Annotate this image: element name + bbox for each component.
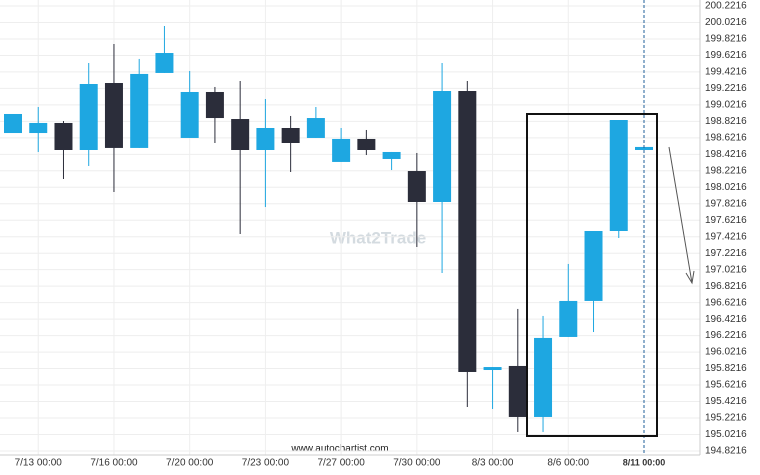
y-tick-label: 197.0216 — [705, 264, 747, 275]
y-tick-label: 197.4216 — [705, 231, 747, 242]
y-tick-label: 199.2216 — [705, 83, 747, 94]
y-tick-label: 200.0216 — [705, 17, 747, 28]
candle-body — [155, 53, 174, 73]
candle-body — [609, 120, 628, 231]
y-tick-label: 198.2216 — [705, 165, 747, 176]
candle-body — [231, 119, 250, 150]
candle-body — [332, 138, 351, 162]
candle-body — [54, 122, 73, 150]
candle-body — [407, 171, 426, 202]
candle-body — [508, 365, 527, 417]
y-tick-label: 196.8216 — [705, 281, 747, 292]
candle-body — [433, 91, 452, 202]
x-tick-label: 8/11 00:00 — [623, 457, 666, 467]
candle-body — [559, 300, 578, 337]
y-tick-label: 195.6216 — [705, 380, 747, 391]
x-tick-label: 7/13 00:00 — [15, 458, 63, 469]
y-tick-label: 198.4216 — [705, 149, 747, 160]
y-tick-label: 198.6216 — [705, 132, 747, 143]
candle-body — [483, 367, 502, 371]
y-tick-label: 194.8216 — [705, 446, 747, 457]
y-tick-label: 195.8216 — [705, 363, 747, 374]
y-tick-label: 196.2216 — [705, 330, 747, 341]
candle-body — [79, 83, 98, 150]
x-tick-label: 8/3 00:00 — [472, 458, 514, 469]
candle-body — [357, 138, 376, 150]
y-tick-label: 195.4216 — [705, 396, 747, 407]
y-tick-label: 196.0216 — [705, 347, 747, 358]
y-tick-label: 196.4216 — [705, 314, 747, 325]
pattern-box — [526, 113, 658, 437]
watermark: What2Trade — [330, 228, 426, 247]
x-tick-label: 7/16 00:00 — [90, 458, 138, 469]
y-tick-label: 200.2216 — [705, 1, 747, 12]
candle-body — [256, 127, 275, 150]
y-tick-label: 199.0216 — [705, 100, 747, 111]
candle-body — [382, 151, 401, 159]
candle-body — [306, 118, 325, 138]
y-tick-label: 199.8216 — [705, 34, 747, 45]
y-tick-label: 195.2216 — [705, 413, 747, 424]
candle-body — [4, 113, 22, 134]
x-tick-label: 7/23 00:00 — [242, 458, 290, 469]
forecast-arrow — [668, 146, 693, 284]
y-tick-label: 199.6216 — [705, 50, 747, 61]
candle-body — [180, 91, 199, 138]
y-tick-label: 197.2216 — [705, 248, 747, 259]
x-tick-label: 7/20 00:00 — [166, 458, 214, 469]
source: www.autochartist.com — [290, 444, 388, 455]
forecast-arrowhead — [685, 270, 695, 285]
x-tick-label: 8/6 00:00 — [547, 458, 589, 469]
y-tick-label: 199.4216 — [705, 67, 747, 78]
x-tick-label: 7/30 00:00 — [393, 458, 441, 469]
candle-body — [205, 91, 224, 119]
candle-body — [534, 337, 553, 417]
candle-body — [104, 83, 123, 148]
y-tick-label: 197.6216 — [705, 215, 747, 226]
y-tick-label: 197.8216 — [705, 198, 747, 209]
candle-body — [29, 122, 48, 134]
candle-body — [281, 127, 300, 143]
y-tick-label: 195.0216 — [705, 429, 747, 440]
y-tick-label: 198.0216 — [705, 182, 747, 193]
y-tick-label: 196.6216 — [705, 297, 747, 308]
candle-body — [130, 73, 149, 148]
candle-body — [635, 146, 653, 150]
x-tick-label: 7/27 00:00 — [317, 458, 365, 469]
candle-body — [458, 91, 477, 372]
candle-body — [584, 230, 603, 301]
y-tick-label: 198.8216 — [705, 116, 747, 127]
